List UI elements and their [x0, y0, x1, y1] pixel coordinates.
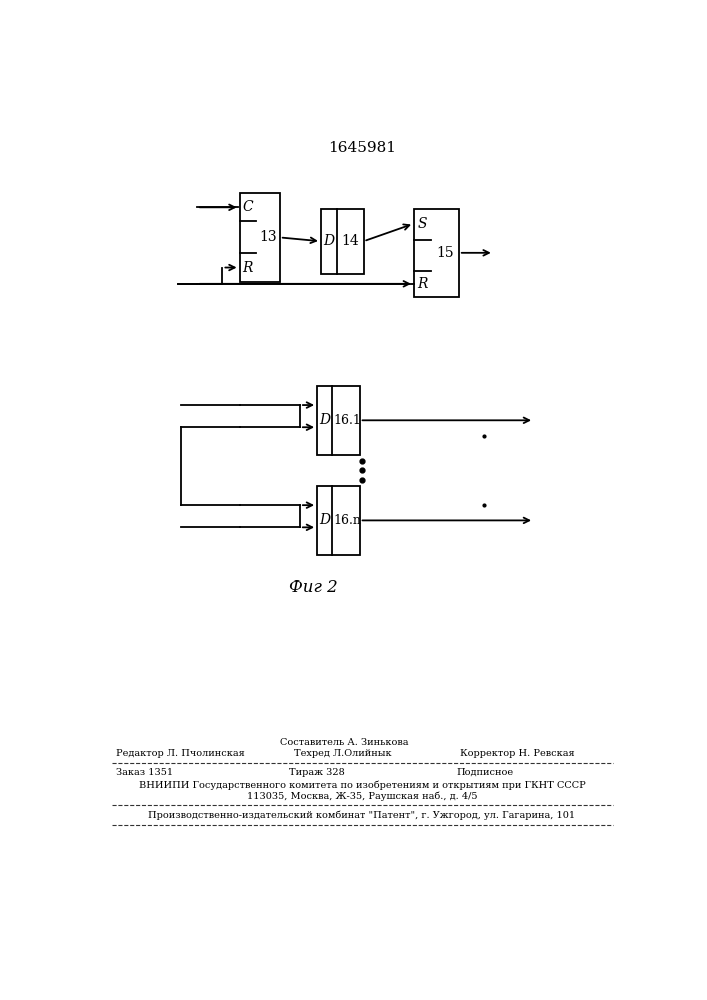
- Text: Редактор Л. Пчолинская: Редактор Л. Пчолинская: [115, 749, 244, 758]
- Bar: [317, 486, 360, 555]
- Text: Техред Л.Олийнык: Техред Л.Олийнык: [293, 749, 392, 758]
- Text: D: D: [323, 234, 334, 248]
- Bar: [317, 386, 360, 455]
- Text: 13: 13: [259, 230, 277, 244]
- Text: Производственно-издательский комбинат "Патент", г. Ужгород, ул. Гагарина, 101: Производственно-издательский комбинат "П…: [148, 811, 575, 820]
- Text: Фиг 2: Фиг 2: [288, 579, 337, 596]
- Text: 15: 15: [436, 246, 454, 260]
- Text: Заказ 1351: Заказ 1351: [115, 768, 173, 777]
- Text: C: C: [243, 200, 253, 214]
- Text: Подписное: Подписное: [457, 768, 513, 777]
- Text: 14: 14: [341, 234, 359, 248]
- Text: Тираж 328: Тираж 328: [289, 768, 345, 777]
- Text: 1645981: 1645981: [328, 141, 396, 155]
- Text: Корректор Н. Ревская: Корректор Н. Ревская: [460, 749, 575, 758]
- Text: D: D: [319, 413, 330, 427]
- Text: Составитель А. Зинькова: Составитель А. Зинькова: [280, 738, 409, 747]
- Bar: [321, 209, 363, 274]
- Text: 113035, Москва, Ж-35, Раушская наб., д. 4/5: 113035, Москва, Ж-35, Раушская наб., д. …: [247, 791, 477, 801]
- Text: D: D: [319, 513, 330, 527]
- Bar: [414, 209, 459, 297]
- Text: R: R: [243, 261, 253, 275]
- Bar: [240, 193, 280, 282]
- Text: R: R: [417, 277, 428, 291]
- Text: ВНИИПИ Государственного комитета по изобретениям и открытиям при ГКНТ СССР: ВНИИПИ Государственного комитета по изоб…: [139, 781, 585, 790]
- Text: 16.1: 16.1: [333, 414, 361, 427]
- Text: S: S: [418, 217, 427, 231]
- Text: 16.n: 16.n: [333, 514, 361, 527]
